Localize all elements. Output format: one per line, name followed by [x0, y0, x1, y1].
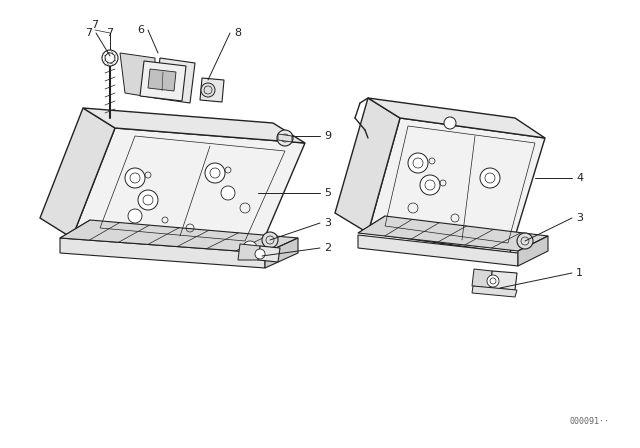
Circle shape [408, 153, 428, 173]
Text: 8: 8 [234, 28, 241, 38]
Circle shape [487, 275, 499, 287]
Circle shape [205, 163, 225, 183]
Circle shape [255, 249, 265, 259]
Polygon shape [140, 61, 186, 101]
Text: 3: 3 [576, 213, 583, 223]
Text: 3: 3 [324, 218, 331, 228]
Polygon shape [60, 220, 298, 253]
Circle shape [125, 168, 145, 188]
Circle shape [102, 50, 118, 66]
Polygon shape [148, 69, 176, 91]
Text: 4: 4 [576, 173, 583, 183]
Polygon shape [335, 98, 400, 233]
Circle shape [277, 130, 293, 146]
Text: 5: 5 [324, 188, 331, 198]
Polygon shape [358, 235, 518, 266]
Polygon shape [200, 78, 224, 102]
Polygon shape [518, 236, 548, 266]
Circle shape [517, 233, 533, 249]
Polygon shape [120, 53, 155, 98]
Circle shape [480, 168, 500, 188]
Text: 9: 9 [324, 131, 331, 141]
Circle shape [138, 190, 158, 210]
Polygon shape [278, 134, 292, 142]
Polygon shape [83, 108, 305, 143]
Polygon shape [368, 118, 545, 253]
Text: 7: 7 [85, 28, 92, 38]
Text: 1: 1 [576, 268, 583, 278]
Circle shape [262, 232, 278, 248]
Polygon shape [265, 238, 298, 268]
Circle shape [420, 175, 440, 195]
Circle shape [128, 209, 142, 223]
Text: 2: 2 [324, 243, 331, 253]
Polygon shape [258, 246, 280, 262]
Circle shape [243, 241, 257, 255]
Text: 7: 7 [106, 28, 113, 38]
Polygon shape [490, 271, 517, 290]
Text: 6: 6 [137, 25, 144, 35]
Polygon shape [238, 244, 260, 260]
Polygon shape [72, 128, 305, 253]
Circle shape [105, 53, 115, 63]
Polygon shape [155, 58, 195, 103]
Polygon shape [40, 108, 115, 238]
Text: 000091··: 000091·· [570, 417, 610, 426]
Circle shape [444, 117, 456, 129]
Polygon shape [472, 269, 492, 288]
Polygon shape [472, 286, 517, 297]
Polygon shape [368, 98, 545, 138]
Circle shape [221, 186, 235, 200]
Circle shape [201, 83, 215, 97]
Polygon shape [358, 216, 548, 251]
Text: 7: 7 [92, 20, 99, 30]
Polygon shape [60, 238, 265, 268]
